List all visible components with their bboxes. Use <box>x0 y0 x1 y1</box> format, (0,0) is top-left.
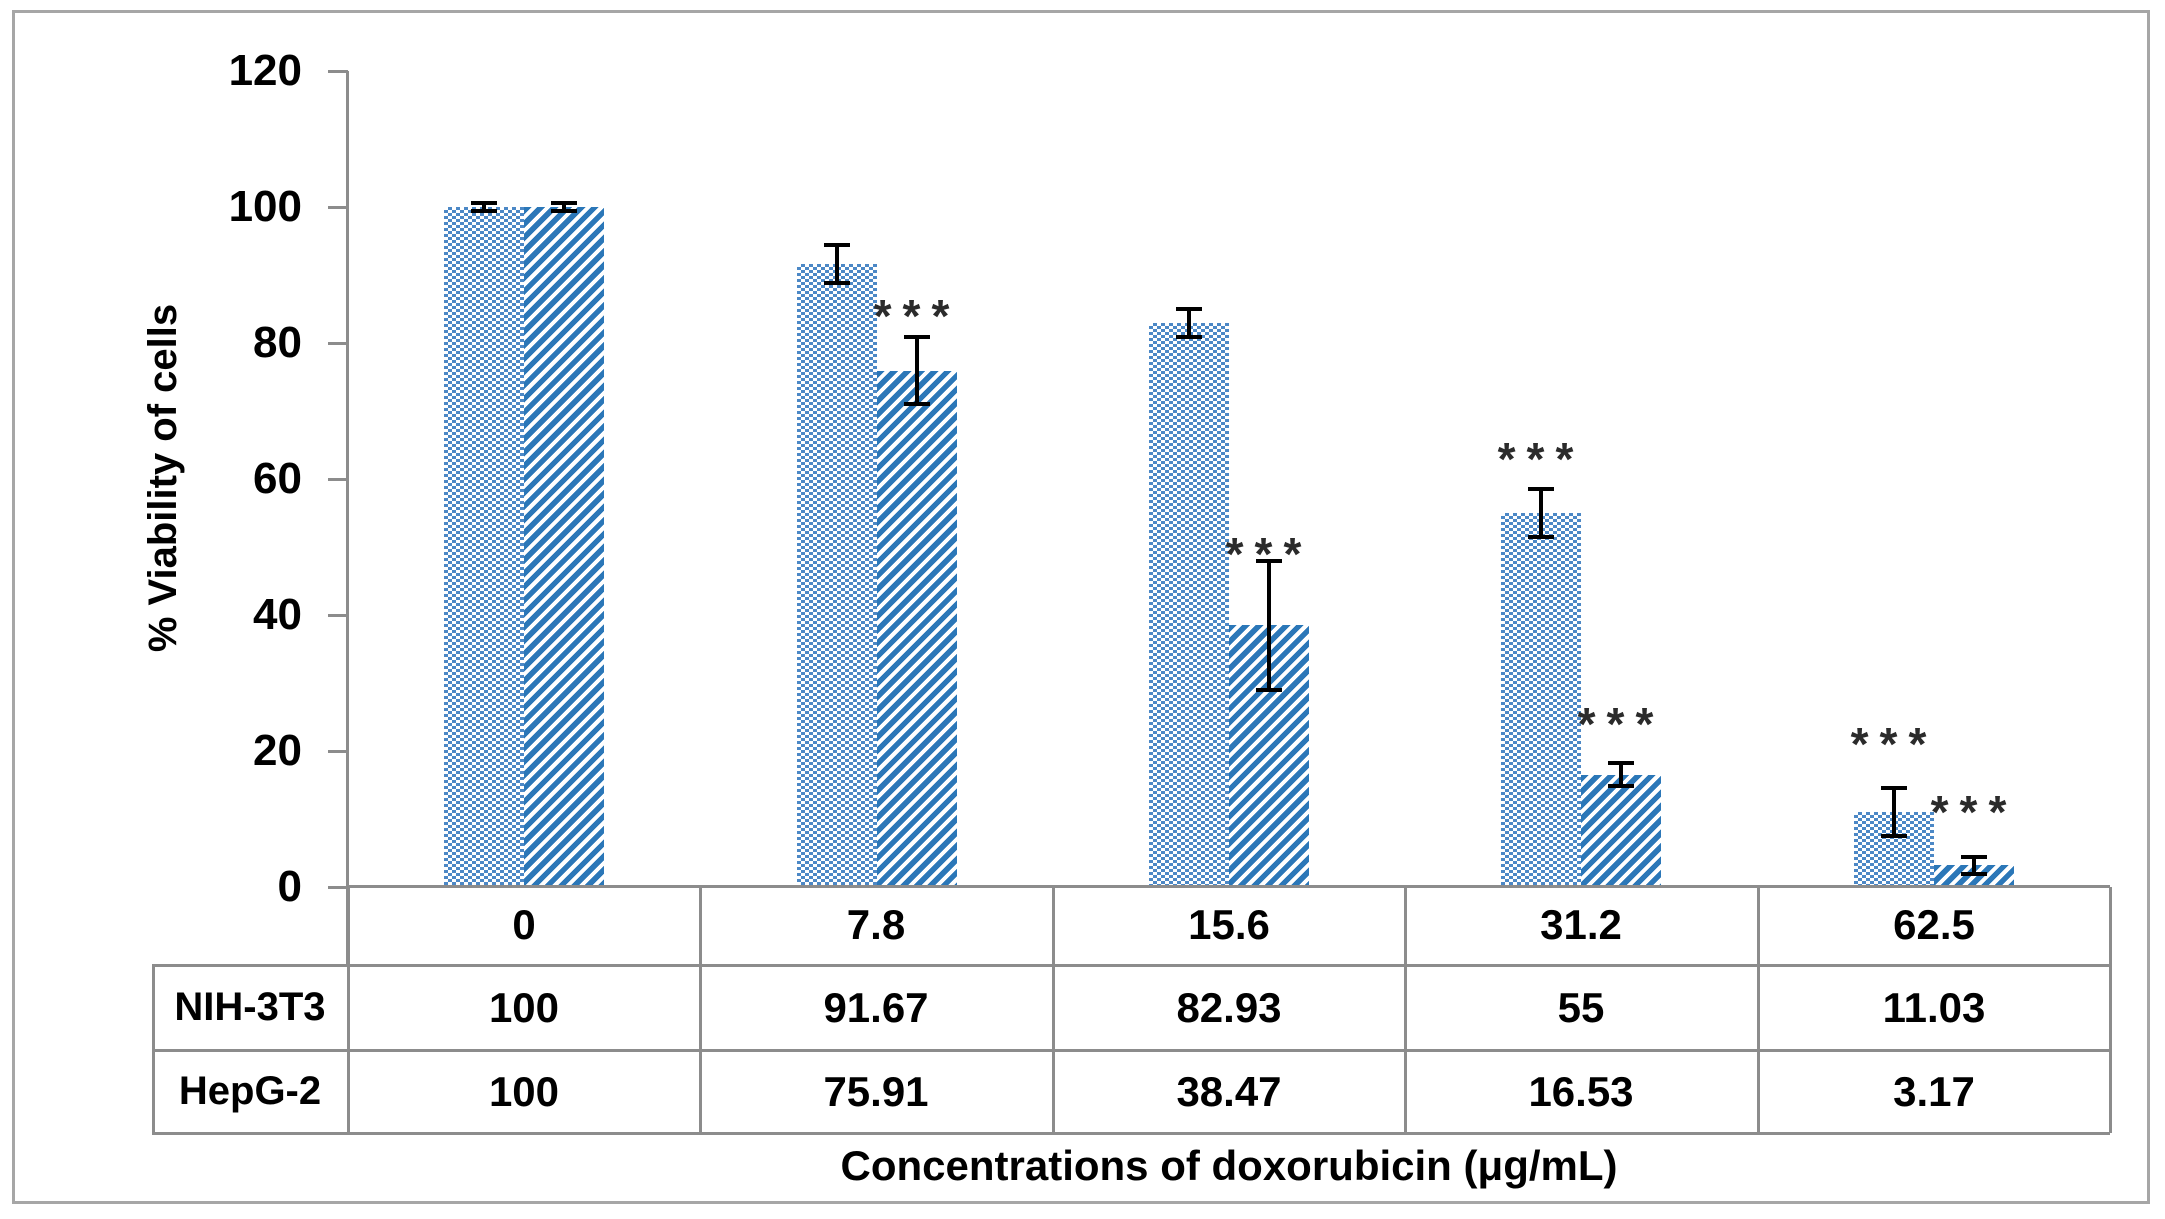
significance-marker: *** <box>1930 786 2018 838</box>
bar-NIH-3T3-31.2 <box>1501 513 1581 887</box>
error-bar-cap-top-HepG-2-7.8 <box>904 335 930 339</box>
y-tick <box>328 614 348 617</box>
error-bar-cap-bottom-HepG-2-62.5 <box>1961 872 1987 876</box>
table-value-cell: 16.53 <box>1528 1068 1634 1115</box>
y-tick-label: 0 <box>277 862 302 911</box>
table-hline <box>152 964 2110 967</box>
error-bar-cap-top-HepG-2-15.6 <box>1256 559 1282 563</box>
table-category-cell: 0 <box>512 901 536 948</box>
table-value-cell: 100 <box>488 1068 560 1115</box>
table-value-cell: 91.67 <box>823 984 929 1031</box>
significance-marker: *** <box>1497 433 1585 485</box>
table-hline <box>152 1049 2110 1052</box>
error-bar-cap-bottom-NIH-3T3-7.8 <box>824 281 850 285</box>
table-value-cell: 3.17 <box>1893 1068 1975 1115</box>
error-bar-cap-bottom-HepG-2-7.8 <box>904 402 930 406</box>
error-bar-cap-top-HepG-2-62.5 <box>1961 855 1987 859</box>
error-bar-stem-NIH-3T3-15.6 <box>1187 309 1191 338</box>
error-bar-cap-top-HepG-2-31.2 <box>1608 761 1634 765</box>
table-vline <box>1052 887 1055 1133</box>
error-bar-stem-HepG-2-15.6 <box>1267 561 1271 690</box>
error-bar-stem-NIH-3T3-7.8 <box>835 245 839 283</box>
y-tick-label: 40 <box>253 590 302 639</box>
error-bar-stem-HepG-2-31.2 <box>1619 763 1623 786</box>
error-bar-cap-bottom-HepG-2-0 <box>551 209 577 213</box>
significance-marker: *** <box>1850 718 1938 770</box>
error-bar-cap-top-NIH-3T3-15.6 <box>1176 307 1202 311</box>
significance-marker: *** <box>1225 528 1313 580</box>
error-bar-cap-top-NIH-3T3-7.8 <box>824 243 850 247</box>
bar-HepG-2-62.5 <box>1934 865 2014 887</box>
table-category-cell: 31.2 <box>1540 901 1622 948</box>
table-row-header: HepG-2 <box>178 1069 322 1113</box>
y-tick <box>328 886 348 889</box>
error-bar-cap-top-HepG-2-0 <box>551 201 577 205</box>
table-value-cell: 100 <box>488 984 560 1031</box>
table-vline <box>699 887 702 1133</box>
y-tick-label: 80 <box>253 318 302 367</box>
significance-marker: *** <box>873 290 961 342</box>
error-bar-cap-top-NIH-3T3-0 <box>471 201 497 205</box>
table-value-cell: 75.91 <box>823 1068 929 1115</box>
y-tick-label: 60 <box>253 454 302 503</box>
error-bar-cap-bottom-NIH-3T3-0 <box>471 209 497 213</box>
bar-NIH-3T3-7.8 <box>797 264 877 887</box>
x-axis-line <box>348 885 2110 888</box>
table-category-cell: 7.8 <box>846 901 906 948</box>
y-tick <box>328 70 348 73</box>
y-tick-label: 120 <box>228 46 302 95</box>
y-tick-label: 20 <box>253 726 302 775</box>
significance-marker: *** <box>1577 698 1665 750</box>
bar-HepG-2-31.2 <box>1581 775 1661 887</box>
y-tick <box>328 342 348 345</box>
error-bar-stem-HepG-2-7.8 <box>915 337 919 404</box>
table-vline <box>347 887 350 1133</box>
table-vline <box>2109 887 2112 1133</box>
bar-HepG-2-0 <box>524 207 604 887</box>
error-bar-stem-HepG-2-0 <box>562 203 566 211</box>
error-bar-cap-bottom-NIH-3T3-15.6 <box>1176 335 1202 339</box>
error-bar-stem-NIH-3T3-31.2 <box>1539 489 1543 538</box>
error-bar-cap-bottom-NIH-3T3-31.2 <box>1528 535 1554 539</box>
error-bar-cap-bottom-HepG-2-15.6 <box>1256 688 1282 692</box>
error-bar-stem-NIH-3T3-62.5 <box>1892 788 1896 836</box>
error-bar-cap-bottom-NIH-3T3-62.5 <box>1881 834 1907 838</box>
table-value-cell: 55 <box>1557 984 1605 1031</box>
table-row-header: NIH-3T3 <box>174 985 326 1029</box>
table-value-cell: 11.03 <box>1882 984 1986 1031</box>
bar-NIH-3T3-15.6 <box>1149 323 1229 887</box>
y-tick-label: 100 <box>228 182 302 231</box>
figure-border <box>12 10 2150 1204</box>
error-bar-cap-bottom-HepG-2-31.2 <box>1608 784 1634 788</box>
error-bar-cap-top-NIH-3T3-62.5 <box>1881 786 1907 790</box>
table-value-cell: 38.47 <box>1176 1068 1282 1115</box>
y-axis-line <box>346 71 349 965</box>
table-category-cell: 15.6 <box>1188 901 1270 948</box>
y-tick <box>328 750 348 753</box>
table-vline <box>1404 887 1407 1133</box>
bar-NIH-3T3-0 <box>444 207 524 887</box>
error-bar-stem-NIH-3T3-0 <box>482 203 486 211</box>
y-tick <box>328 478 348 481</box>
y-tick <box>328 206 348 209</box>
table-category-cell: 62.5 <box>1893 901 1975 948</box>
table-hline <box>152 1132 2110 1135</box>
x-axis-title: Concentrations of doxorubicin (μg/mL) <box>840 1142 1618 1189</box>
error-bar-stem-HepG-2-62.5 <box>1972 857 1976 875</box>
table-vline <box>1757 887 1760 1133</box>
table-value-cell: 82.93 <box>1176 984 1282 1031</box>
bar-HepG-2-7.8 <box>877 371 957 887</box>
error-bar-cap-top-NIH-3T3-31.2 <box>1528 487 1554 491</box>
